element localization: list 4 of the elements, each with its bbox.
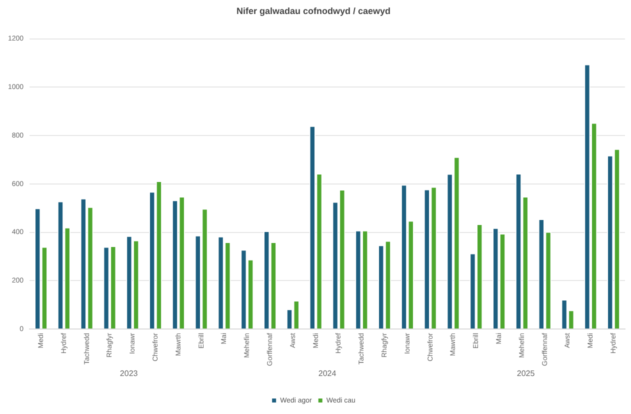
text: 2025	[516, 369, 536, 378]
chart-title: Nifer galwadau cofnodwyd / caewyd	[236, 6, 391, 16]
text: 2024	[318, 369, 337, 378]
text: 2023	[120, 369, 138, 378]
